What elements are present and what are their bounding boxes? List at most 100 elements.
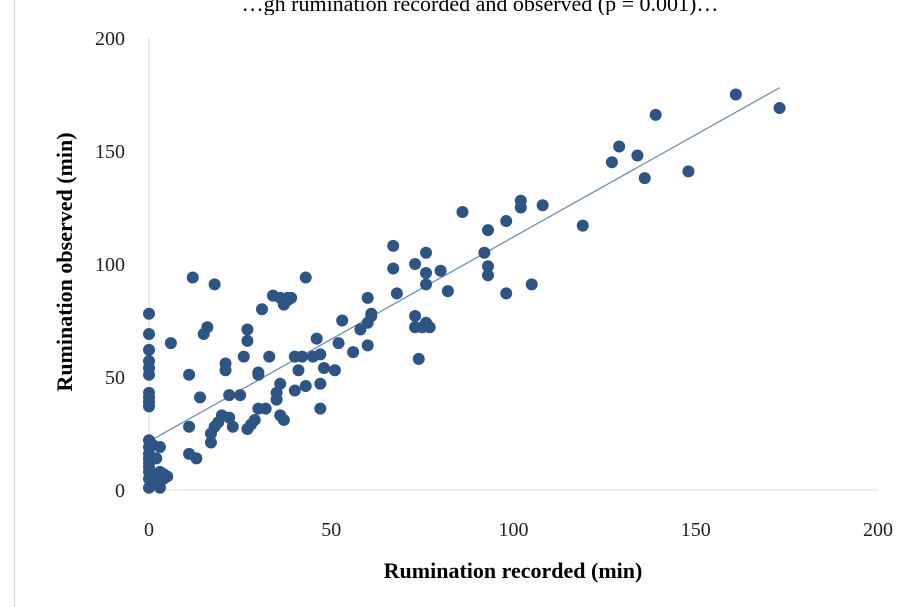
y-tick-label: 0: [115, 480, 125, 502]
data-point: [347, 346, 360, 359]
data-point: [161, 470, 174, 483]
y-tick-label: 150: [95, 141, 125, 163]
data-point: [314, 348, 327, 361]
page-left-border: [14, 0, 15, 607]
data-point: [143, 307, 155, 320]
data-point: [208, 278, 221, 291]
data-point: [387, 239, 400, 252]
data-point: [387, 262, 400, 275]
data-point: [201, 321, 214, 334]
data-point: [361, 339, 374, 352]
data-point: [478, 246, 491, 259]
data-point: [274, 377, 287, 390]
data-point: [576, 219, 589, 232]
data-point: [605, 156, 618, 169]
data-point: [164, 337, 177, 350]
data-point: [153, 481, 166, 494]
data-point: [241, 334, 254, 347]
data-point: [525, 278, 538, 291]
data-point: [500, 287, 513, 300]
data-point: [234, 389, 247, 402]
data-point: [296, 350, 309, 363]
data-point: [143, 328, 155, 341]
y-tick-labels: 0 50 100 150 200: [95, 28, 125, 502]
data-point: [649, 108, 662, 121]
data-point: [219, 357, 232, 370]
data-point: [314, 377, 327, 390]
y-tick-label: 100: [95, 254, 125, 276]
x-axis-label: Rumination recorded (min): [384, 558, 643, 583]
data-point: [409, 258, 422, 270]
data-point: [190, 452, 203, 465]
data-point: [252, 366, 265, 379]
data-point: [536, 199, 549, 212]
data-point: [423, 321, 436, 334]
data-point: [186, 271, 199, 284]
data-point: [420, 246, 433, 259]
data-point: [481, 260, 494, 273]
data-point: [237, 350, 250, 363]
data-point: [481, 269, 494, 282]
axes: [148, 38, 878, 491]
data-point: [263, 350, 276, 363]
data-point: [153, 441, 166, 454]
data-point: [441, 285, 454, 298]
data-point: [259, 402, 272, 415]
data-point: [638, 172, 651, 185]
data-point: [314, 402, 327, 415]
data-point: [361, 291, 374, 304]
data-point: [299, 380, 312, 393]
data-point: [613, 140, 626, 153]
data-point: [183, 420, 196, 433]
y-axis-label: Rumination observed (min): [52, 132, 77, 391]
data-point: [204, 436, 217, 449]
x-tick-labels: 0 50 100 150 200: [144, 519, 893, 541]
data-point: [514, 194, 527, 207]
data-point: [285, 291, 298, 304]
data-point: [729, 88, 742, 101]
data-point: [332, 337, 345, 350]
x-tick-label: 50: [321, 519, 341, 541]
x-tick-label: 200: [863, 519, 893, 541]
data-point: [412, 352, 425, 365]
data-point: [270, 386, 283, 399]
data-point: [631, 149, 644, 162]
data-point: [143, 386, 155, 399]
data-point: [390, 287, 403, 300]
data-point: [143, 355, 155, 368]
data-point: [420, 267, 433, 280]
data-point: [277, 413, 290, 426]
x-tick-label: 150: [681, 519, 711, 541]
data-point: [248, 413, 261, 426]
data-point: [336, 314, 349, 327]
data-point: [434, 264, 447, 277]
trendline: [148, 87, 780, 442]
x-tick-label: 0: [144, 519, 154, 541]
data-point: [299, 271, 312, 284]
data-point: [328, 364, 341, 377]
y-tick-label: 50: [105, 367, 125, 389]
data-points: [143, 88, 786, 494]
data-point: [223, 389, 236, 402]
data-point: [292, 364, 305, 377]
data-point: [183, 368, 196, 381]
x-tick-label: 100: [499, 519, 529, 541]
data-point: [481, 224, 494, 237]
data-point: [456, 206, 469, 219]
data-point: [310, 332, 323, 345]
data-point: [500, 215, 513, 228]
data-point: [150, 452, 163, 465]
data-point: [420, 278, 433, 291]
data-point: [365, 307, 378, 320]
data-point: [255, 303, 268, 316]
data-point: [241, 323, 254, 336]
data-point: [317, 361, 330, 374]
data-point: [143, 343, 155, 356]
data-point: [682, 165, 695, 178]
data-point: [226, 420, 239, 433]
data-point: [773, 102, 786, 115]
data-point: [194, 391, 207, 404]
data-point: [409, 309, 422, 322]
